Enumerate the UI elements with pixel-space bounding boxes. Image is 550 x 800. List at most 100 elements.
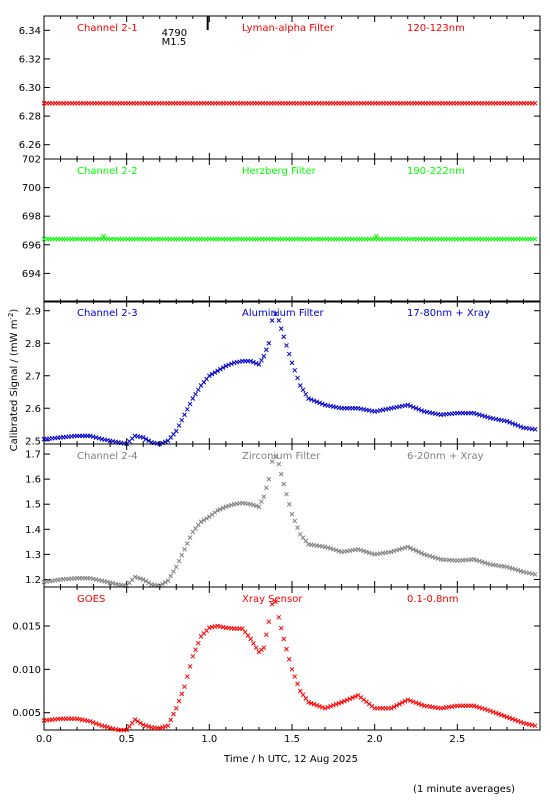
data-point [319,401,325,407]
data-point [358,547,364,553]
data-point [421,552,427,557]
data-point [179,552,185,558]
panel-5: 0.005 0.010 0.015 GOES Xray Sensor 0.1-0.8nm 0… [12,586,541,745]
data-point [333,547,339,553]
data-point [493,710,499,716]
data-point [253,503,259,509]
y-tick-label: 2.9 [25,306,41,317]
data-point [518,719,524,725]
data-point [306,699,311,705]
data-point [427,553,433,559]
x-axis-label: Time / h UTC, 12 Aug 2025 [223,754,358,765]
data-point [477,705,482,710]
data-point [512,422,518,427]
data-point [413,700,419,706]
panel-2: 694 696 698 700 702 Channel 2-2 Herzberg Filte… [22,155,541,303]
data-point [355,547,361,552]
data-point [394,547,400,553]
data-point [269,459,275,464]
data-point [223,504,229,510]
data-point [515,718,521,724]
panel-frame [43,300,541,445]
data-point [190,653,196,659]
panel-frame [43,443,541,588]
data-point [284,646,289,652]
data-point [342,698,347,704]
data-point [361,548,366,554]
data-point [160,581,165,587]
data-point [306,396,311,401]
data-point [289,666,295,672]
y-tick-label: 1.7 [25,450,41,461]
data-point [132,574,138,580]
data-point [218,506,223,512]
data-point [289,511,295,517]
data-point [419,550,424,556]
data-point [278,625,284,631]
panel-frame [43,158,541,303]
data-point [336,548,342,554]
x-tick-label: 2.0 [367,734,383,745]
data-point [162,724,168,729]
data-point [408,545,413,551]
data-point [292,367,298,373]
y-tick-label: 0.010 [12,665,41,676]
data-point [292,674,298,679]
data-point [193,647,198,653]
data-point [253,360,259,366]
data-point [259,357,264,363]
data-point [220,505,226,511]
y-tick-label: 1.4 [25,525,41,536]
series-name: Channel 2-2 [77,166,138,177]
data-point [518,424,524,430]
data-point [504,418,510,424]
data-point [124,727,130,733]
data-point [256,504,262,510]
data-point [300,692,306,698]
panel-frame [43,586,541,731]
data-point [132,717,138,722]
data-point [143,578,149,584]
panel-4: 1.2 1.3 1.4 1.5 1.6 1.7 Channel 2-4 Zirconium F… [25,443,541,589]
data-point [308,700,314,706]
data-point [157,725,163,731]
data-point [413,548,419,553]
y-tick-label: 696 [22,240,41,251]
data-point [146,580,152,586]
data-point [212,370,218,375]
series-name: Channel 2-1 [77,23,138,34]
series-band: 0.1-0.8nm [407,594,459,605]
data-point [297,383,303,388]
data-point [171,569,176,574]
data-point [162,439,168,445]
data-point [179,691,185,697]
data-point [430,554,435,560]
data-point [507,565,513,571]
data-point [226,503,231,509]
data-point [198,519,204,525]
data-point [397,547,402,552]
data-point [474,704,479,709]
data-point [264,632,269,638]
y-tick-label: 1.3 [25,550,41,561]
data-point [471,557,477,562]
data-point [330,702,336,708]
data-point [278,471,284,477]
data-point [405,697,411,703]
panels: 6.26 6.28 6.30 6.32 6.34 Channel 2-1 Lyman-alp… [12,15,541,745]
data-point [162,580,168,585]
data-point [195,387,201,393]
data-point [140,577,146,582]
data-point [292,518,298,524]
y-tick-label: 702 [22,155,41,166]
series-filter: Herzberg Filter [242,166,317,177]
data-point [325,704,331,710]
data-point [256,362,262,367]
data-point [482,560,488,566]
data-point [501,713,507,719]
data-point [160,725,165,730]
data-point [278,326,284,331]
data-point [143,723,149,729]
data-point [532,236,538,242]
